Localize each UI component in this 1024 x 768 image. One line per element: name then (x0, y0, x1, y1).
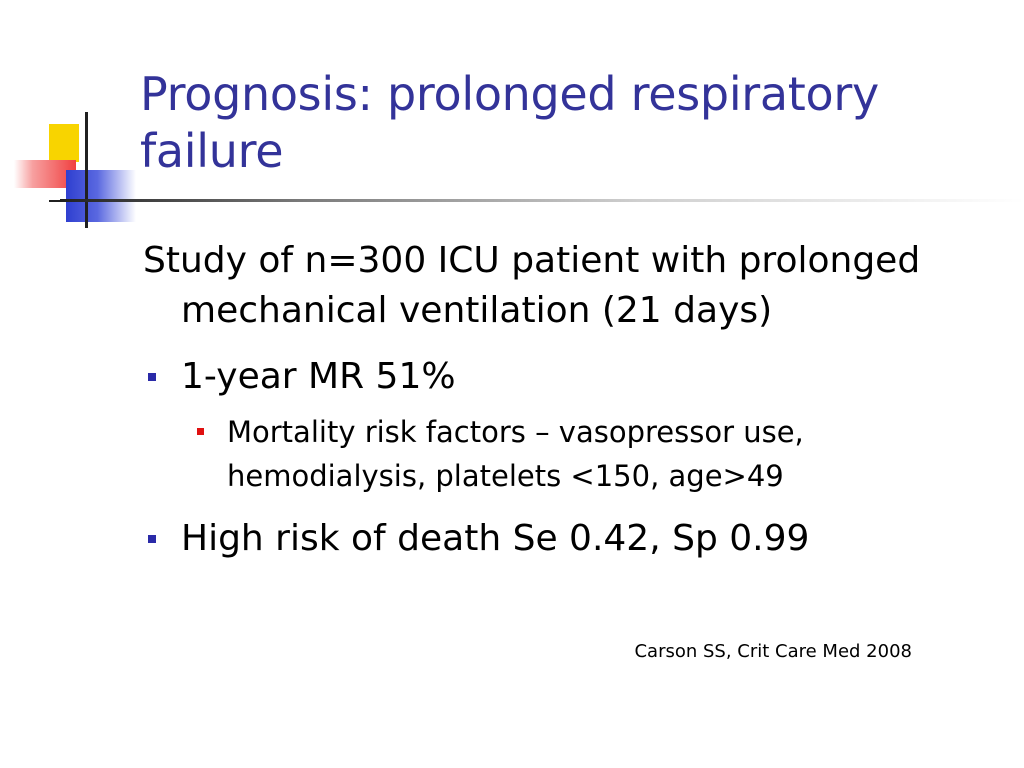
bullet-text: 1-year MR 51% (181, 356, 456, 397)
title-divider (60, 199, 1024, 202)
logo-yellow-square (49, 124, 79, 162)
intro-paragraph: Study of n=300 ICU patient with prolonge… (143, 240, 921, 331)
sub-bullet-text: Mortality risk factors – vasopressor use… (227, 415, 804, 493)
small-square-bullet-icon (197, 428, 204, 435)
slide-title: Prognosis: prolonged respiratory failure (140, 67, 879, 178)
logo-vertical-line (85, 112, 88, 228)
bullet-item: 1-year MR 51% (143, 352, 963, 402)
square-bullet-icon (148, 535, 156, 543)
logo-red-square (14, 160, 76, 188)
bullet-item: High risk of death Se 0.42, Sp 0.99 (143, 514, 963, 564)
bullet-text: High risk of death Se 0.42, Sp 0.99 (181, 518, 810, 559)
square-bullet-icon (148, 373, 156, 381)
slide-body: Study of n=300 ICU patient with prolonge… (143, 236, 963, 564)
sub-bullet-item: Mortality risk factors – vasopressor use… (189, 410, 963, 498)
citation: Carson SS, Crit Care Med 2008 (634, 641, 912, 662)
slide-logo-icon (0, 0, 140, 240)
logo-blue-square (66, 170, 136, 222)
